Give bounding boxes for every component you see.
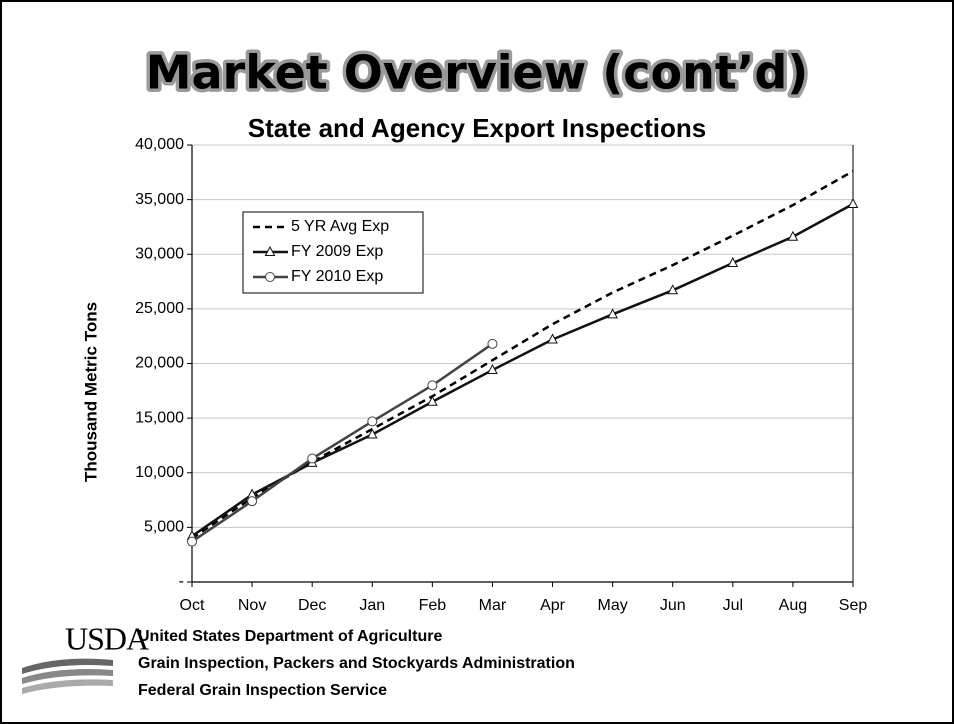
y-axis-label: Thousand Metric Tons [81,302,100,482]
y-tick-label: 10,000 [135,464,184,481]
marker [367,416,378,427]
marker [264,245,276,256]
x-tick-label: Oct [180,597,205,614]
y-tick-label: 40,000 [135,136,184,153]
legend-label: FY 2009 Exp [291,243,383,260]
legend-label: FY 2010 Exp [291,268,383,285]
marker [487,338,498,349]
marker [307,453,318,464]
marker [487,363,498,375]
logo-text: USDA [65,620,149,656]
footer-line: Grain Inspection, Packers and Stockyards… [138,655,575,672]
marker [847,197,859,208]
usda-logo: USDA [22,620,150,694]
marker [727,256,739,267]
x-tick-label: Dec [298,597,326,614]
x-tick-label: Feb [419,597,447,614]
legend-label: 5 YR Avg Exp [291,218,389,235]
y-tick-label: 20,000 [135,355,184,372]
footer-line: Federal Grain Inspection Service [138,682,387,699]
series-line [191,202,854,538]
series-line [191,170,854,540]
x-tick-label: Aug [779,597,807,614]
y-tick-label: 25,000 [135,300,184,317]
y-tick-label: 15,000 [135,409,184,426]
x-tick-label: Mar [479,597,507,614]
slide-title: Market Overview (cont’d) [146,46,809,100]
x-tick-label: Apr [540,597,566,614]
marker [247,496,258,507]
marker [187,536,197,547]
y-tick-label: - [179,573,184,590]
x-tick-label: Jun [660,597,686,614]
marker [265,272,275,282]
marker [547,333,558,344]
marker [427,395,438,406]
marker [607,308,618,319]
marker [366,428,378,439]
x-tick-label: Sep [839,597,868,614]
marker [787,230,799,241]
y-tick-label: 35,000 [135,191,184,208]
x-tick-label: Jan [359,597,385,614]
x-tick-label: Nov [238,597,266,614]
chart-title: State and Agency Export Inspections [248,113,706,143]
marker [667,284,679,295]
x-tick-label: Jul [723,597,743,614]
x-tick-label: May [598,597,628,614]
y-tick-label: 30,000 [135,245,184,262]
series-line [191,342,494,543]
footer-line: United States Department of Agriculture [138,628,442,645]
marker [427,380,438,391]
y-tick-label: 5,000 [144,519,184,536]
